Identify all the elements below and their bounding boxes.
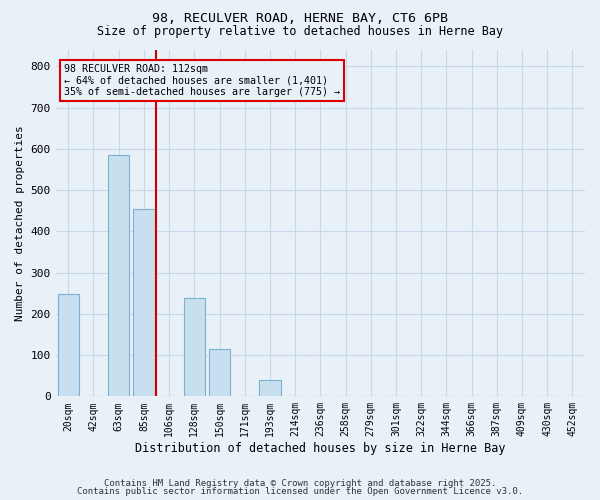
- Y-axis label: Number of detached properties: Number of detached properties: [15, 126, 25, 321]
- Text: 98, RECULVER ROAD, HERNE BAY, CT6 6PB: 98, RECULVER ROAD, HERNE BAY, CT6 6PB: [152, 12, 448, 26]
- Bar: [108, 155, 130, 396]
- Bar: [259, 380, 281, 396]
- Bar: [58, 294, 79, 396]
- Bar: [184, 298, 205, 396]
- Bar: [209, 349, 230, 397]
- Text: Size of property relative to detached houses in Herne Bay: Size of property relative to detached ho…: [97, 25, 503, 38]
- Bar: [133, 208, 155, 396]
- Text: 98 RECULVER ROAD: 112sqm
← 64% of detached houses are smaller (1,401)
35% of sem: 98 RECULVER ROAD: 112sqm ← 64% of detach…: [64, 64, 340, 97]
- Text: Contains HM Land Registry data © Crown copyright and database right 2025.: Contains HM Land Registry data © Crown c…: [104, 478, 496, 488]
- Text: Contains public sector information licensed under the Open Government Licence v3: Contains public sector information licen…: [77, 487, 523, 496]
- X-axis label: Distribution of detached houses by size in Herne Bay: Distribution of detached houses by size …: [135, 442, 506, 455]
